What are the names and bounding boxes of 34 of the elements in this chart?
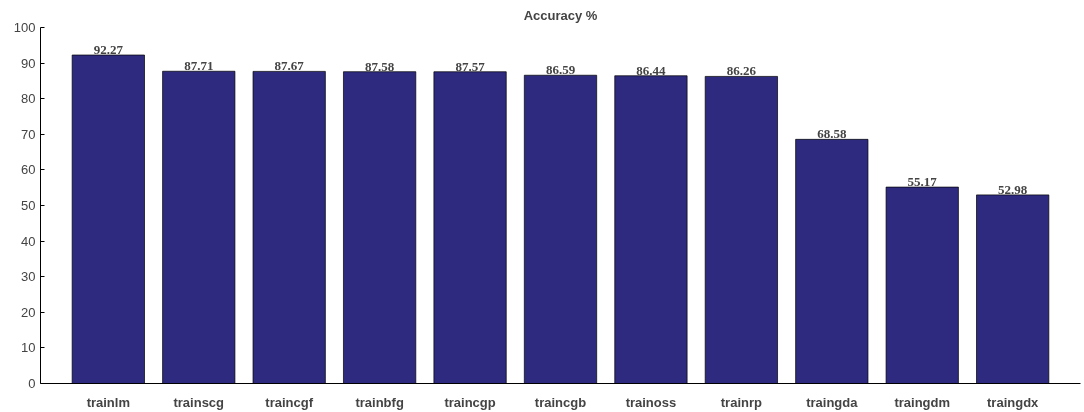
y-tick-label: 30: [21, 269, 36, 285]
y-tick-label: 10: [21, 340, 36, 356]
data-label: 87.67: [274, 58, 305, 74]
x-tick-label: traincgb: [534, 394, 587, 410]
y-tick-label: 100: [13, 20, 36, 35]
x-tick-label: trainscg: [173, 394, 225, 410]
data-label: 87.71: [184, 58, 214, 74]
data-label: 86.59: [545, 62, 576, 78]
x-tick-label: trainoss: [625, 394, 677, 410]
data-label: 68.58: [817, 126, 847, 142]
y-tick-label: 0: [28, 376, 36, 391]
y-tick-label: 80: [21, 91, 36, 107]
data-label: 86.44: [636, 62, 667, 78]
data-label: 87.57: [455, 58, 486, 74]
data-label: 52.98: [998, 181, 1028, 197]
x-tick-label: traingda: [806, 394, 859, 410]
chart-title: Accuracy %: [523, 7, 598, 23]
data-label: 86.26: [726, 63, 757, 79]
y-tick-label: 60: [21, 162, 36, 178]
x-tick-label: traingdx: [987, 394, 1040, 410]
y-tick-label: 40: [21, 233, 36, 249]
x-tick-label: trainbfg: [355, 394, 404, 410]
x-tick-label: traingdm: [894, 394, 951, 410]
x-tick-label: traincgp: [444, 394, 496, 410]
y-tick-label: 90: [21, 55, 36, 71]
y-tick-label: 70: [21, 126, 36, 142]
data-label: 87.58: [365, 58, 395, 74]
y-tick-label: 50: [21, 198, 36, 213]
data-label: 92.27: [93, 42, 124, 58]
y-tick-label: 20: [21, 304, 36, 320]
x-tick-label: trainrp: [720, 394, 763, 410]
x-tick-label: traincgf: [265, 394, 314, 410]
x-tick-label: trainlm: [86, 394, 130, 410]
data-label: 55.17: [907, 174, 938, 190]
